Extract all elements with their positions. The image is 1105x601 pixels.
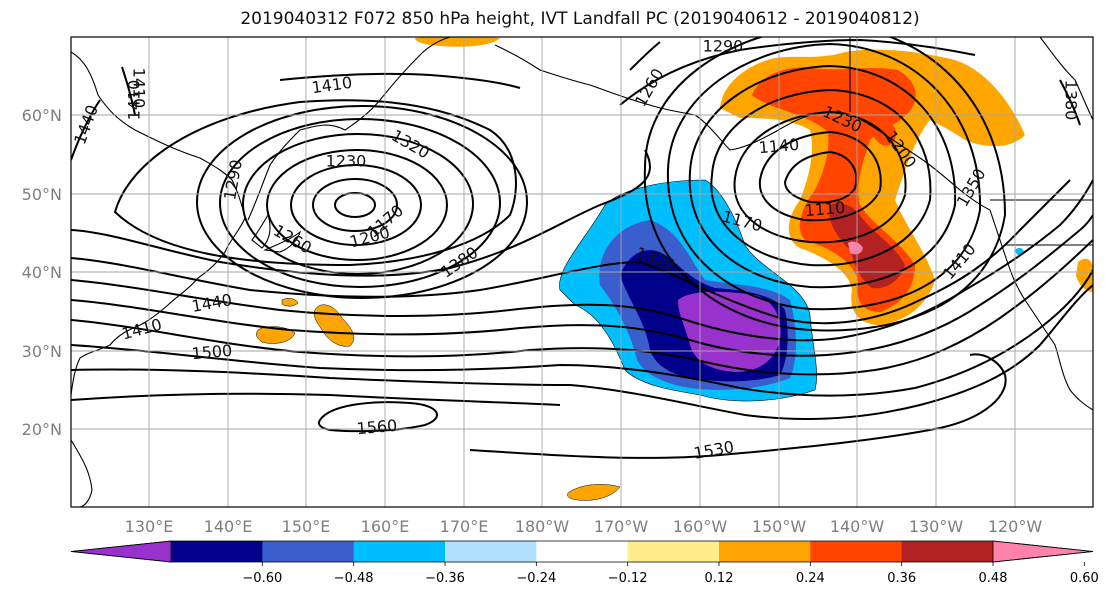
colorbar-segment: [171, 541, 263, 562]
graticule: [71, 37, 1093, 507]
colorbar-tick-label: 0.36: [887, 571, 916, 586]
height-contours: [71, 37, 1093, 459]
colorbar-segment: [353, 541, 446, 562]
contour-label: 1110: [804, 198, 846, 220]
longitude-label: 140°E: [204, 517, 253, 536]
longitude-label: 150°W: [752, 517, 807, 536]
contour-label: 1230: [326, 152, 367, 171]
longitude-label: 180°W: [515, 517, 570, 536]
longitude-label: 160°W: [673, 517, 728, 536]
colorbar-tick-label: −0.24: [516, 571, 556, 586]
colorbar-tick-label: 0.60: [1070, 571, 1099, 586]
colorbar-segment: [719, 541, 811, 562]
colorbar-segment: [627, 541, 720, 562]
contour-label: 1140: [758, 135, 800, 157]
latitude-label: 40°N: [22, 263, 62, 282]
negative-ivt-anomaly: [559, 179, 817, 402]
contour-label: 1410: [125, 80, 144, 121]
latitude-label: 20°N: [22, 420, 62, 439]
colorbar-segment: [536, 541, 629, 562]
longitude-label: 170°W: [594, 517, 649, 536]
latitude-label: 30°N: [22, 342, 62, 361]
colorbar-segment: [901, 541, 994, 562]
colorbar-tick-label: −0.48: [334, 571, 374, 586]
colorbar-segment: [262, 541, 355, 562]
longitude-label: 150°E: [282, 517, 331, 536]
colorbar-extend-high: [992, 540, 1094, 563]
colorbar-tick-label: −0.60: [242, 571, 282, 586]
colorbar-outline: [70, 540, 1094, 563]
colorbar-segment: [810, 541, 903, 562]
longitude-label: 120°W: [988, 517, 1043, 536]
latitude-labels: 60°N 50°N 40°N 30°N 20°N: [22, 106, 62, 439]
contour-label: 1410: [130, 68, 149, 109]
longitude-labels: 130°E 140°E 150°E 160°E 170°E 180°W 170°W 160°W…: [125, 517, 1043, 536]
longitude-label: 130°E: [125, 517, 174, 536]
colorbar-tick-label: −0.12: [608, 571, 648, 586]
colorbar-segment: [445, 541, 537, 562]
colorbar-tick-label: 0.12: [705, 571, 734, 586]
latitude-label: 60°N: [22, 106, 62, 125]
colorbar-tick-labels: −0.60 −0.48 −0.36 −0.24 −0.12 0.12 0.24 0.36 0.4…: [242, 562, 1099, 586]
longitude-label: 160°E: [361, 517, 410, 536]
colorbar-tick-label: 0.24: [796, 571, 825, 586]
colorbar-tick-label: −0.36: [425, 571, 465, 586]
longitude-label: 170°E: [440, 517, 489, 536]
map-border: [70, 36, 1094, 508]
colorbar: [70, 540, 1094, 563]
contour-label: 1380: [1062, 80, 1081, 121]
contour-label: 1290: [703, 37, 744, 56]
colorbar-tick-label: 0.48: [979, 571, 1008, 586]
map-title: 2019040312 F072 850 hPa height, IVT Land…: [240, 9, 920, 29]
latitude-label: 50°N: [22, 185, 62, 204]
contour-label: 1560: [356, 416, 398, 438]
contour-label: 1500: [191, 341, 233, 363]
longitude-label: 140°W: [830, 517, 885, 536]
colorbar-extend-low: [70, 540, 172, 563]
longitude-label: 130°W: [909, 517, 964, 536]
